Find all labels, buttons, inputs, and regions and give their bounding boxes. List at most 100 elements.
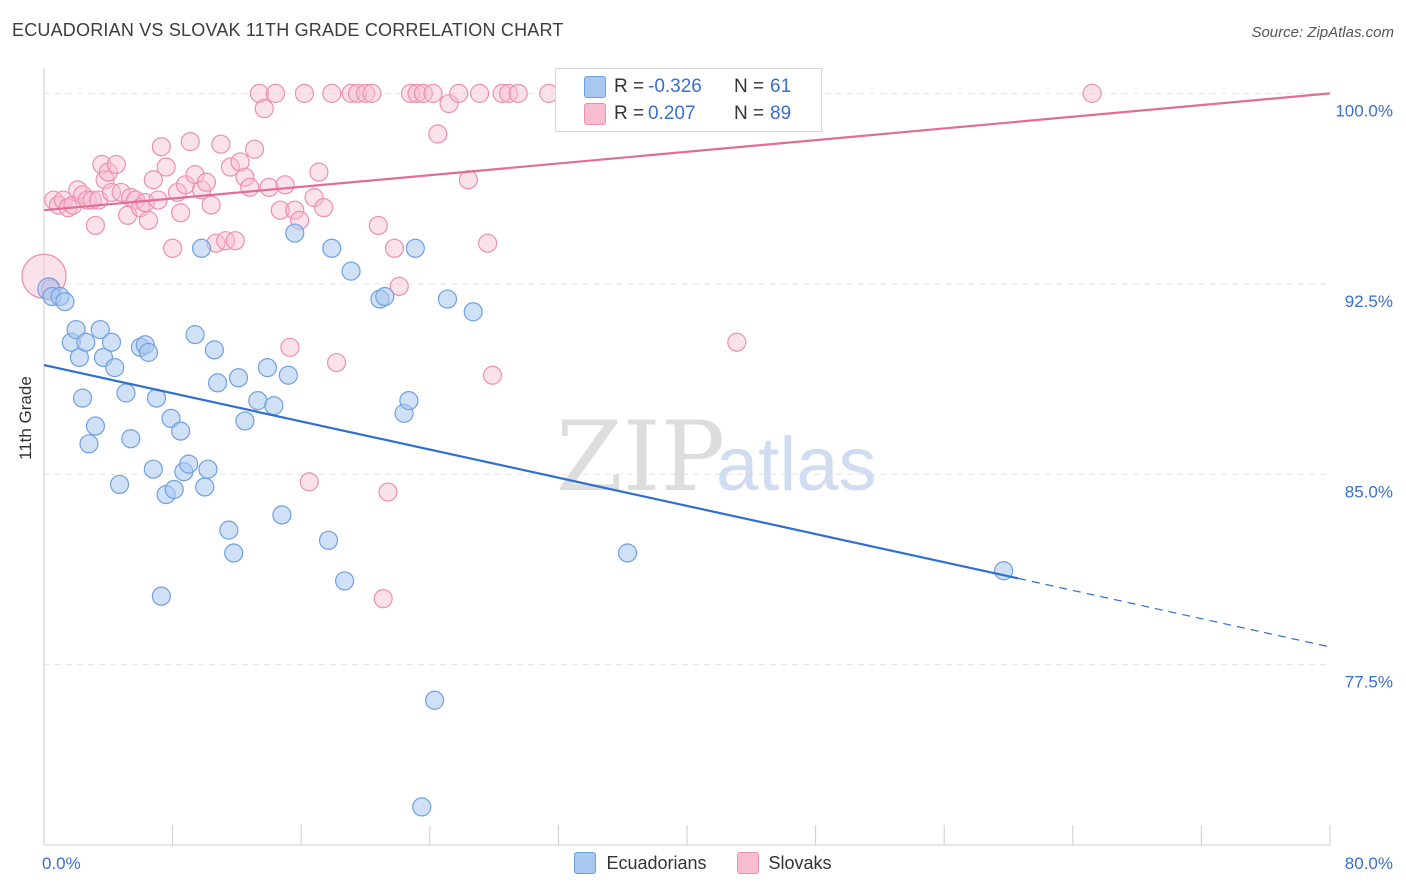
- slovak-point: [77, 190, 98, 210]
- slovak-point: [85, 215, 106, 236]
- legend-label-slovaks: Slovaks: [768, 852, 832, 873]
- slovak-point: [280, 337, 300, 357]
- slovak-point: [225, 231, 245, 251]
- stats-row-ecuadorians: R = -0.326 N = 61: [556, 73, 821, 101]
- slovak-point: [275, 175, 295, 195]
- x-tick-label: 80.0%: [1345, 854, 1393, 873]
- ecuadorian-point: [66, 319, 86, 340]
- slovak-legend-swatch: [736, 852, 759, 874]
- slovak-point: [478, 233, 498, 253]
- stats-box: R = -0.326 N = 61 R = 0.207 N = 89: [555, 68, 822, 132]
- slovak-point: [196, 172, 216, 192]
- n-label: N =: [734, 76, 765, 97]
- ecuadorian-point: [55, 292, 75, 312]
- slovak-point: [92, 154, 112, 175]
- ecuadorian-point: [116, 383, 136, 403]
- ecuadorian-point: [272, 505, 292, 525]
- slovak-point: [389, 276, 409, 296]
- ecuadorian-point: [195, 477, 215, 497]
- slovak-point: [270, 200, 290, 220]
- slovak-point: [341, 83, 361, 103]
- ecuadorian-point: [617, 543, 638, 563]
- ecuadorian-point: [322, 238, 342, 258]
- ecuadorian-point: [179, 454, 199, 474]
- ecuadorian-point: [341, 261, 361, 281]
- y-tick-label: 92.5%: [1345, 292, 1393, 311]
- ecuadorian-point: [285, 223, 305, 243]
- slovak-point: [285, 200, 305, 220]
- ecuadorian-point: [198, 459, 218, 479]
- ecuadorian-point: [335, 571, 355, 591]
- slovak-point: [322, 83, 342, 103]
- legend-label-ecuadorians: Ecuadorians: [606, 852, 707, 873]
- chart-title: ECUADORIAN VS SLOVAK 11TH GRADE CORRELAT…: [12, 20, 564, 40]
- n-value: 61: [770, 76, 792, 97]
- ecuadorian-point: [224, 543, 244, 563]
- slovak-point: [249, 83, 270, 103]
- ecuadorian-point: [412, 797, 432, 817]
- n-label: N =: [734, 103, 765, 124]
- ecuadorian-point: [264, 396, 284, 416]
- ecuadorian-point: [109, 474, 130, 495]
- ecuadorian-point: [164, 479, 184, 500]
- ecuadorian-point: [208, 373, 228, 393]
- legend-item-slovaks[interactable]: Slovaks: [736, 852, 832, 874]
- ecuadorian-point: [437, 289, 458, 309]
- slovak-point: [63, 195, 83, 215]
- ecuadorian-point: [151, 586, 171, 606]
- slovak-point: [378, 482, 398, 502]
- slovak-point: [138, 210, 159, 230]
- axes: [43, 68, 1331, 846]
- slovak-point: [309, 162, 329, 182]
- slovak-point: [355, 83, 376, 103]
- ecuadorian-trend-extension: [1018, 577, 1331, 648]
- ecuadorian-point: [143, 459, 163, 479]
- legend-item-ecuadorians[interactable]: Ecuadorians: [574, 852, 707, 874]
- ecuadorian-point: [257, 358, 278, 378]
- slovak-point: [482, 365, 503, 385]
- watermark: ZIP atlas: [556, 401, 877, 513]
- ecuadorian-point: [90, 319, 110, 340]
- slovak-point: [151, 137, 171, 157]
- slovak-points: [21, 83, 1102, 609]
- ecuadorian-point: [248, 391, 268, 411]
- slovak-point: [1082, 83, 1102, 103]
- slovak-point: [98, 162, 118, 182]
- ecuadorian-points: [37, 223, 1014, 817]
- ecuadorian-legend-swatch: [574, 852, 597, 874]
- source-label: Source: ZipAtlas.com: [1251, 24, 1394, 41]
- ecuadorian-point: [278, 365, 298, 385]
- ecuadorian-point: [204, 340, 224, 360]
- slovak-point: [449, 83, 469, 103]
- slovak-point: [171, 203, 191, 223]
- slovak-point: [265, 83, 286, 103]
- ecuadorian-trend-line: [43, 364, 1019, 580]
- ecuadorian-point: [79, 434, 99, 454]
- slovak-point: [180, 132, 200, 152]
- slovak-point: [156, 157, 176, 177]
- ecuadorian-point: [138, 342, 159, 362]
- slovak-point: [163, 238, 183, 258]
- slovak-point: [244, 139, 265, 159]
- slovak-point: [428, 124, 448, 144]
- ecuadorian-point: [76, 332, 96, 352]
- ecuadorian-point: [72, 388, 93, 408]
- slovak-point: [727, 332, 747, 352]
- slovak-point: [235, 167, 255, 187]
- slovak-point: [326, 352, 347, 373]
- slovak-point: [211, 134, 231, 154]
- slovak-point: [347, 83, 368, 103]
- slovak-point: [259, 177, 279, 197]
- slovak-point: [384, 238, 405, 258]
- y-axis-title: 11th Grade: [16, 376, 35, 460]
- slovak-point: [439, 93, 459, 114]
- slovak-point: [304, 187, 324, 208]
- slovak-point: [143, 170, 163, 190]
- slovak-point: [508, 83, 528, 103]
- slovak-point: [254, 99, 274, 119]
- trend-lines: [43, 92, 1331, 648]
- ecuadorian-point: [101, 332, 122, 352]
- watermark-zip: ZIP: [556, 401, 725, 513]
- slovak-point: [201, 195, 221, 215]
